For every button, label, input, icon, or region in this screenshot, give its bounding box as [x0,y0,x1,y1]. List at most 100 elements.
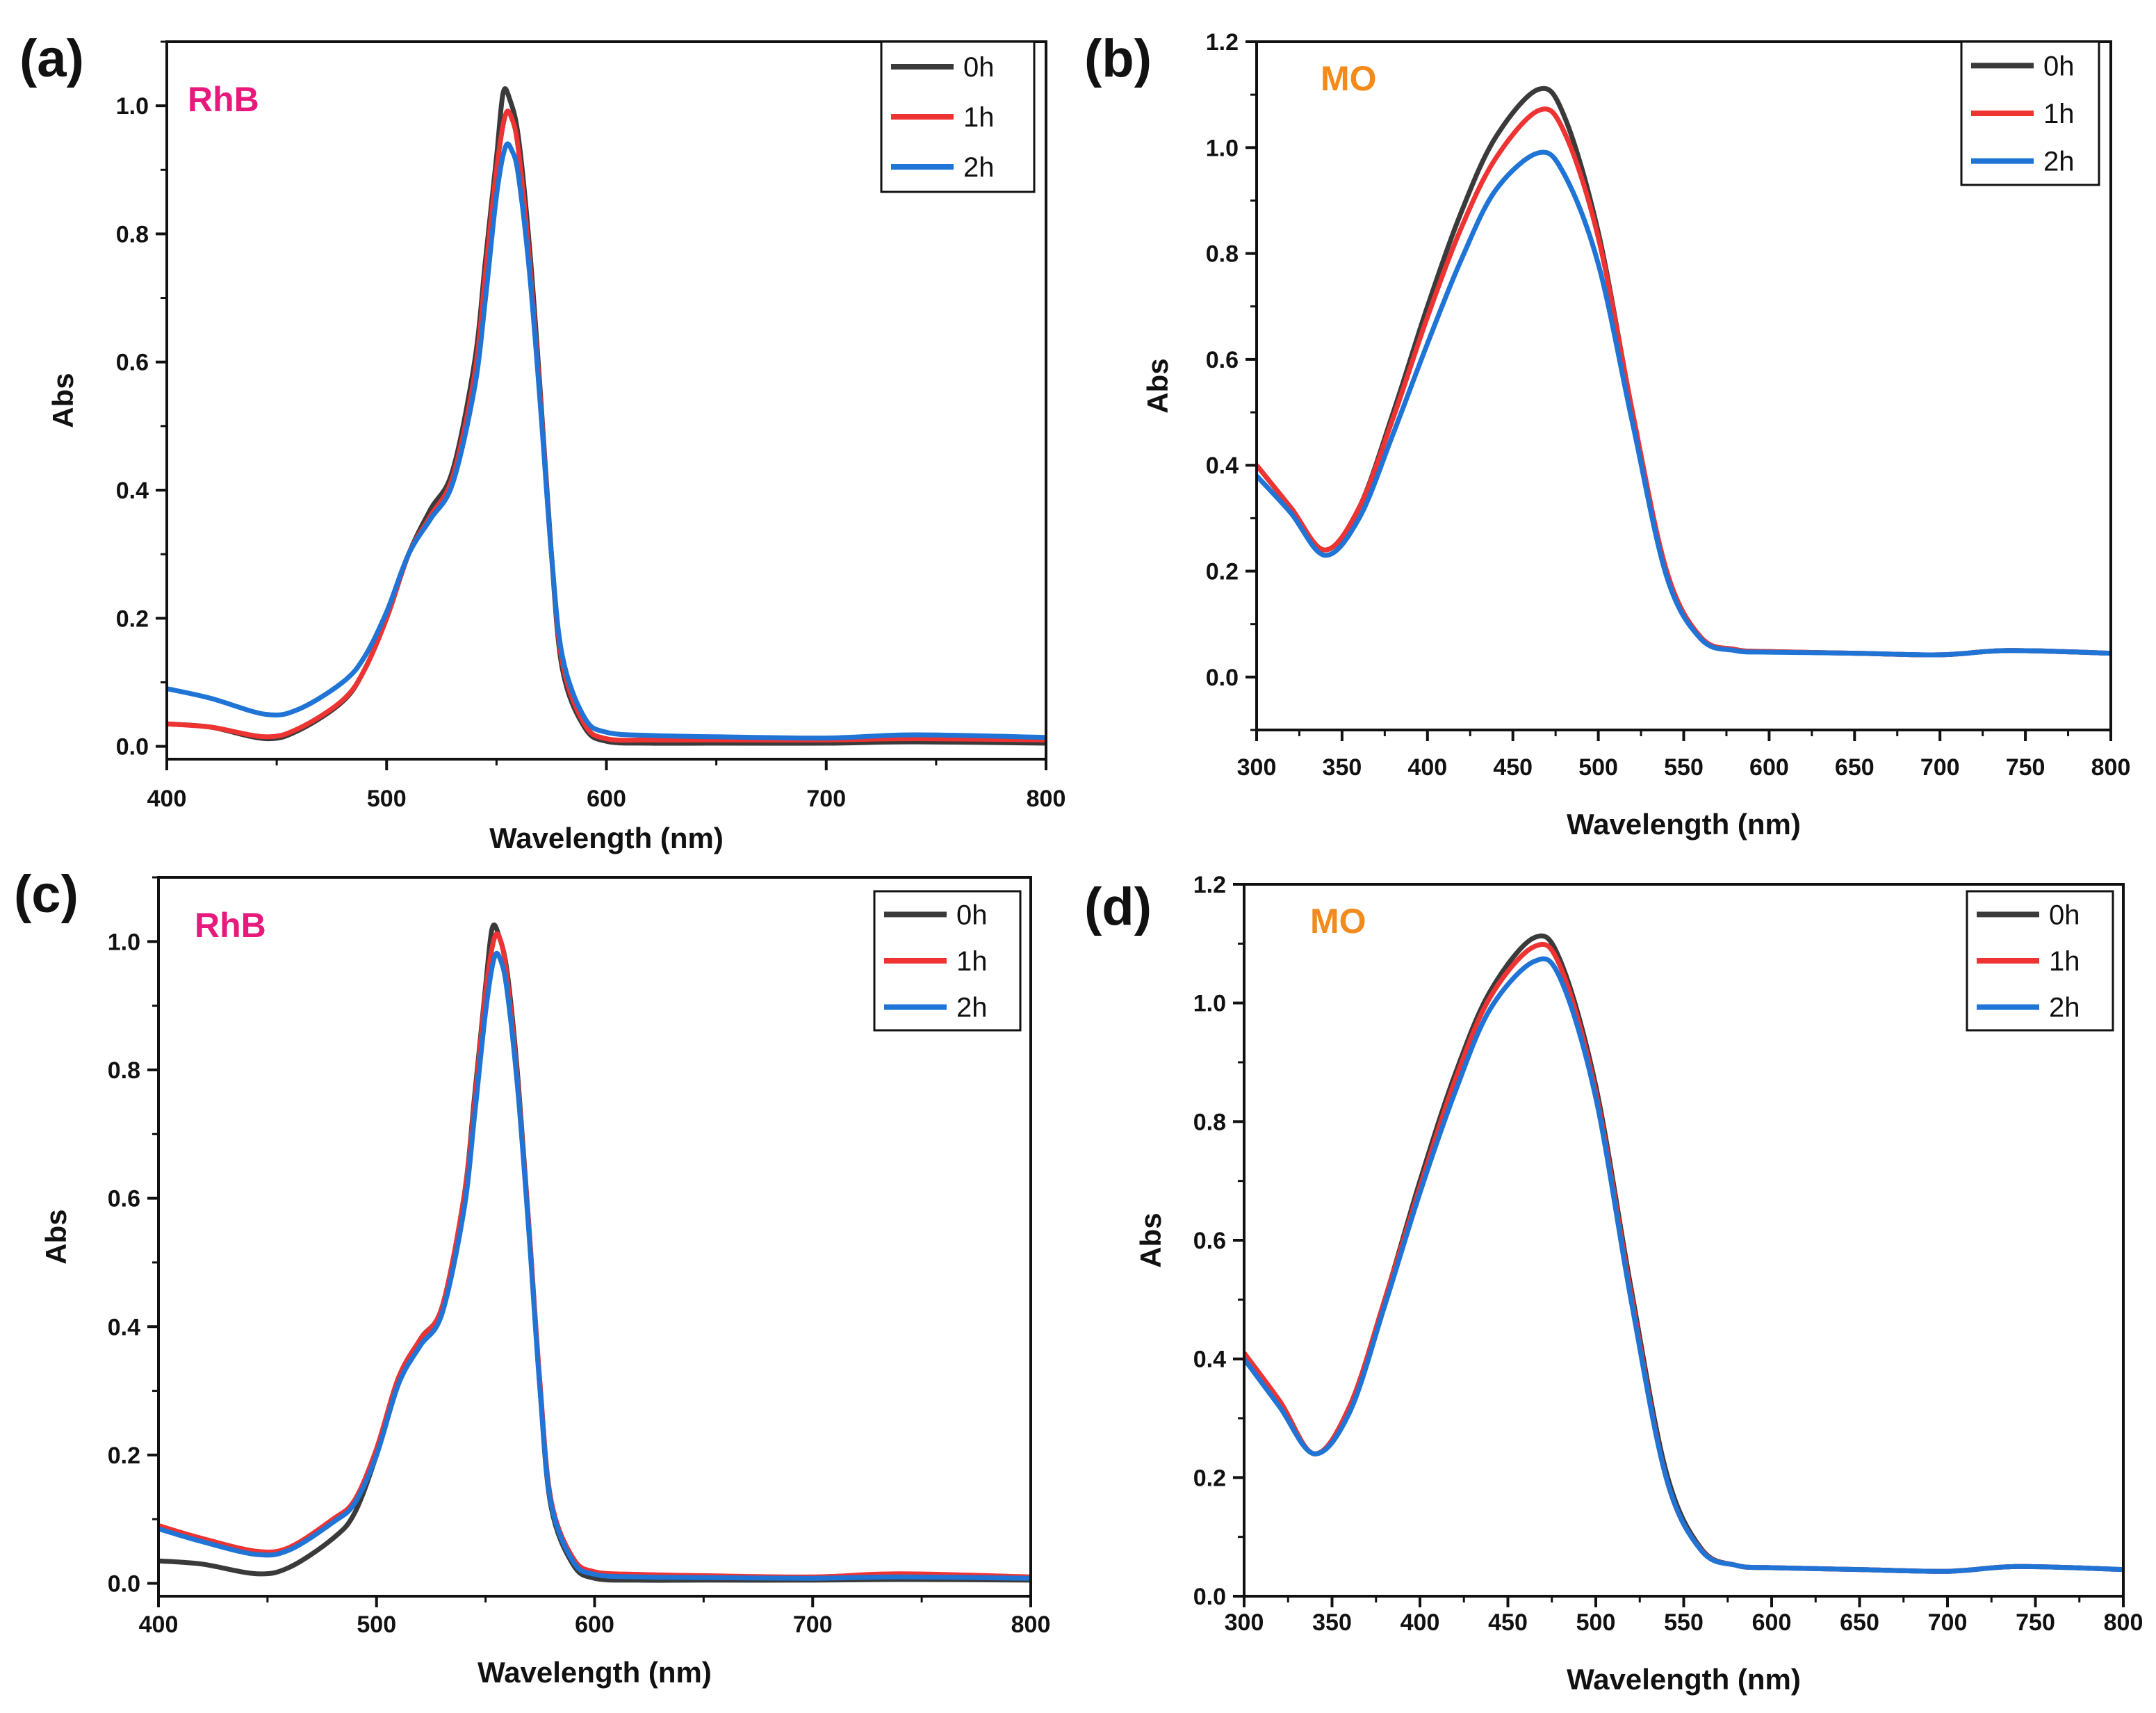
x-axis-label: Wavelength (nm) [489,822,724,854]
panel-letter: (c) [14,865,79,924]
x-axis-label: Wavelength (nm) [1567,808,1801,841]
dye-label: RhB [195,906,266,945]
legend-label-1h: 1h [2043,99,2075,129]
y-tick-label: 0.8 [1206,241,1239,268]
x-tick-label: 750 [2006,754,2045,781]
y-axis-label: Abs [47,373,79,428]
y-tick-label: 0.8 [108,1057,140,1084]
x-tick-label: 350 [1312,1609,1352,1636]
x-tick-label: 750 [2016,1609,2055,1636]
x-axis-label: Wavelength (nm) [1567,1663,1801,1696]
series-lines [1244,933,2123,1574]
y-tick-label: 1.2 [1206,29,1239,56]
y-tick-label: 0.6 [108,1186,140,1212]
legend: 0h 1h 2h [1966,890,2114,1032]
y-tick-label: 0.4 [108,1314,140,1340]
panel-letter: (a) [19,29,84,88]
legend: 0h 1h 2h [880,40,1036,193]
dye-label: MO [1321,59,1377,98]
x-tick-label: 800 [2104,1609,2143,1636]
series-line-2h [158,950,1031,1581]
y-tick-label: 0.8 [116,221,149,247]
y-tick-label: 0.2 [116,606,149,632]
series-line-2h [1257,149,2111,658]
y-axis-label: Abs [40,1209,72,1264]
y-tick-label: 0.8 [1193,1109,1226,1135]
x-tick-label: 300 [1225,1609,1264,1636]
panel-letter: (b) [1084,29,1152,88]
legend: 0h 1h 2h [1960,40,2100,186]
x-tick-label: 800 [2091,754,2131,781]
y-tick-label: 0.2 [108,1443,140,1469]
series-line-1h [1244,941,2123,1574]
legend-label-0h: 0h [2043,51,2075,81]
y-tick-label: 1.2 [1193,872,1226,898]
dye-label: RhB [188,80,259,119]
x-tick-label: 450 [1493,754,1533,781]
y-tick-label: 0.0 [108,1571,140,1598]
dye-label: MO [1310,902,1366,941]
y-axis-label: Abs [1134,1212,1167,1267]
x-tick-label: 500 [1576,1609,1616,1636]
x-tick-label: 800 [1011,1611,1051,1638]
x-tick-label: 700 [1920,754,1960,781]
x-tick-label: 400 [147,786,187,812]
legend-label-2h: 2h [956,993,988,1023]
x-tick-label: 500 [357,1611,396,1638]
x-tick-label: 550 [1664,754,1704,781]
x-tick-label: 600 [1752,1609,1792,1636]
legend-label-1h: 1h [956,946,988,977]
y-tick-label: 0.0 [116,734,149,761]
x-tick-label: 700 [1928,1609,1968,1636]
series-lines [158,923,1031,1583]
x-tick-label: 600 [587,786,626,812]
legend-label-1h: 1h [2049,946,2080,977]
y-tick-label: 0.4 [1193,1347,1226,1373]
y-tick-label: 1.0 [116,93,149,120]
legend: 0h 1h 2h [873,890,1022,1032]
x-tick-label: 400 [1407,754,1447,781]
y-tick-label: 0.6 [116,350,149,376]
panel-letter: (d) [1084,877,1152,936]
series-line-1h [167,108,1046,743]
series-line-2h [167,141,1046,741]
series-line-1h [1257,106,2111,658]
chart-panel-a: 400 500 600 700 800 0.0 0.2 0.4 0.6 0.8 1.0 Wavelen… [19,29,1065,854]
y-tick-label: 1.0 [1193,991,1226,1017]
y-tick-label: 0.0 [1193,1584,1226,1610]
x-tick-label: 400 [1400,1609,1440,1636]
x-tick-label: 650 [1840,1609,1879,1636]
legend-label-0h: 0h [956,900,988,930]
x-tick-label: 450 [1488,1609,1528,1636]
x-tick-label: 300 [1237,754,1277,781]
y-tick-label: 1.0 [1206,135,1239,161]
chart-panel-d: 300 350 400 450 500 550 600 650 700 750 800 0.0 0.2 0… [1084,872,2143,1696]
series-line-2h [1244,956,2123,1574]
legend-label-0h: 0h [2049,900,2080,930]
legend-label-0h: 0h [963,52,995,83]
y-tick-label: 0.0 [1206,665,1239,691]
x-tick-label: 400 [139,1611,179,1638]
x-tick-label: 500 [367,786,407,812]
legend-label-1h: 1h [963,102,995,133]
y-tick-label: 0.2 [1206,559,1239,585]
x-tick-label: 350 [1323,754,1362,781]
legend-label-2h: 2h [2043,147,2075,177]
series-lines [1257,86,2111,658]
y-tick-label: 0.2 [1193,1465,1226,1491]
x-tick-label: 650 [1835,754,1875,781]
y-tick-label: 0.6 [1206,347,1239,373]
x-axis-label: Wavelength (nm) [477,1656,712,1689]
x-tick-label: 600 [1749,754,1789,781]
x-tick-label: 700 [793,1611,833,1638]
chart-panel-b: 300 350 400 450 500 550 600 650 700 750 800 0.0 0.2 0… [1084,29,2130,841]
x-tick-label: 600 [575,1611,614,1638]
series-lines [167,86,1046,746]
x-tick-label: 550 [1664,1609,1704,1636]
chart-panel-c: 400 500 600 700 800 0.0 0.2 0.4 0.6 0.8 1.0 Wavelen… [14,865,1050,1689]
y-tick-label: 0.4 [1206,453,1239,479]
y-tick-label: 0.6 [1193,1228,1226,1254]
x-tick-label: 500 [1578,754,1618,781]
x-tick-label: 800 [1027,786,1066,812]
